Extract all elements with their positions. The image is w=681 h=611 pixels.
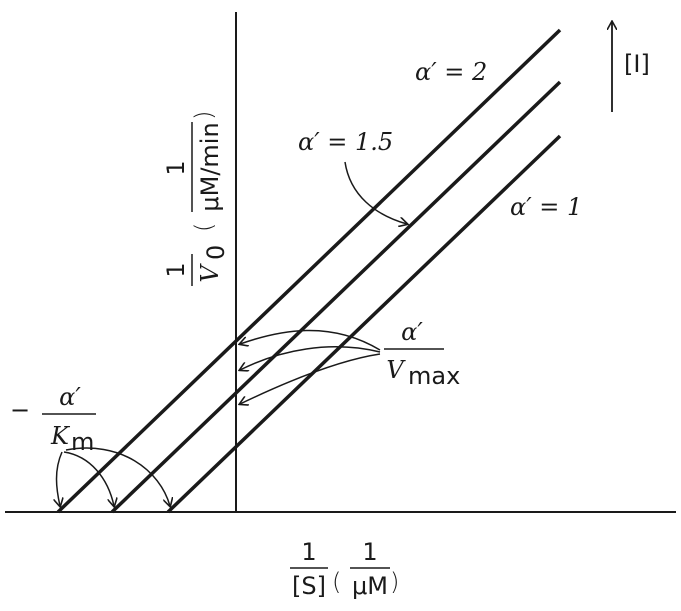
x-axis-label: 1 [S] ( 1 μM ) [290, 538, 399, 600]
svg-text:−: − [10, 396, 30, 424]
x-intercept-label: − α′ K m [10, 383, 96, 456]
svg-text:max: max [408, 362, 460, 390]
line-alpha-2 [56, 28, 562, 514]
svg-text:(: ( [332, 568, 341, 596]
y-intercept-arrow-1 [240, 329, 381, 351]
label-alpha-1: α′ = 1 [510, 193, 582, 221]
svg-text:K: K [50, 422, 71, 450]
svg-text:1: 1 [362, 538, 377, 566]
svg-text:(: ( [190, 223, 218, 232]
svg-text:[S]: [S] [292, 572, 326, 600]
svg-text:1: 1 [301, 538, 316, 566]
svg-text:m: m [71, 428, 94, 456]
x-intercept-arrow-2 [63, 451, 114, 506]
svg-text:α′: α′ [401, 318, 423, 346]
svg-text:0: 0 [202, 245, 230, 260]
svg-text:): ) [190, 111, 218, 120]
inhibitor-label: [I] [624, 50, 650, 78]
x-intercept-arrow-1 [57, 451, 63, 506]
line-alpha-1-5 [110, 80, 562, 514]
svg-text:α′: α′ [59, 383, 81, 411]
x-intercept-arrow-3 [65, 447, 170, 506]
svg-text:V: V [386, 356, 406, 384]
label-alpha-1-5: α′ = 1.5 [298, 128, 393, 156]
y-intercept-arrow-2 [240, 346, 381, 370]
alpha-1-5-pointer-arrow [344, 161, 407, 224]
line-alpha-1 [166, 134, 562, 514]
svg-text:μM: μM [352, 572, 388, 600]
svg-text:V: V [196, 263, 224, 283]
label-alpha-2: α′ = 2 [415, 58, 487, 86]
svg-text:1: 1 [162, 262, 190, 277]
y-intercept-label: α′ V max [384, 318, 460, 390]
y-axis-label: 1 V 0 ( 1 μM/min ) [162, 111, 230, 286]
svg-text:1: 1 [162, 160, 190, 175]
svg-text:): ) [390, 568, 399, 596]
svg-text:μM/min: μM/min [196, 122, 224, 211]
y-intercept-arrow-3 [240, 353, 381, 404]
